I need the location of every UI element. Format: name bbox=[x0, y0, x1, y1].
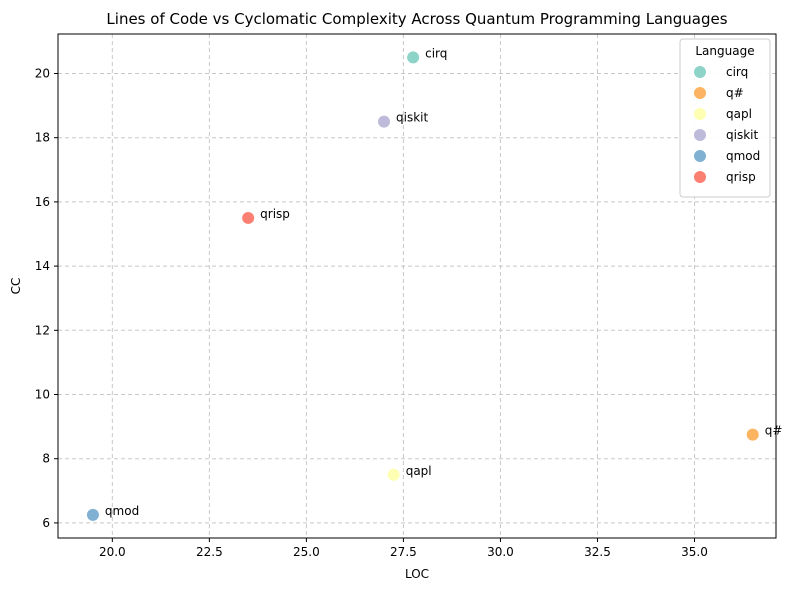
data-label-qiskit: qiskit bbox=[396, 111, 428, 125]
legend-marker-qapl bbox=[694, 108, 706, 120]
legend-entry-qiskit: qiskit bbox=[726, 128, 758, 142]
y-tick-label: 12 bbox=[35, 323, 50, 337]
legend-marker-qiskit bbox=[694, 129, 706, 141]
axis-ticks: 20.0 22.5 25.0 27.5 30.0 32.5 35.0 6 8 10 12 14 16 18… bbox=[35, 66, 708, 559]
data-label-qmod: qmod bbox=[105, 504, 139, 518]
grid bbox=[58, 34, 776, 538]
data-point-qrisp bbox=[242, 211, 255, 224]
data-label-q#: q# bbox=[765, 424, 783, 438]
y-tick-label: 8 bbox=[42, 452, 50, 466]
x-tick-label: 35.0 bbox=[681, 545, 708, 559]
legend-entry-q#: q# bbox=[726, 86, 744, 100]
legend-marker-qmod bbox=[694, 150, 706, 162]
x-tick-label: 32.5 bbox=[584, 545, 611, 559]
data-points: cirq q# qapl qiskit qmod qrisp bbox=[86, 46, 783, 521]
legend-entry-cirq: cirq bbox=[726, 65, 748, 79]
data-label-qapl: qapl bbox=[406, 464, 432, 478]
y-tick-label: 18 bbox=[35, 131, 50, 145]
legend-entry-qrisp: qrisp bbox=[726, 170, 756, 184]
x-tick-label: 25.0 bbox=[293, 545, 320, 559]
data-label-qrisp: qrisp bbox=[260, 207, 290, 221]
data-point-cirq bbox=[407, 51, 420, 64]
x-tick-label: 20.0 bbox=[99, 545, 126, 559]
y-tick-label: 10 bbox=[35, 388, 50, 402]
x-tick-label: 22.5 bbox=[196, 545, 223, 559]
plot-frame bbox=[57, 33, 777, 539]
data-point-qiskit bbox=[378, 115, 391, 128]
data-label-cirq: cirq bbox=[425, 46, 447, 60]
y-tick-label: 20 bbox=[35, 66, 50, 80]
y-axis-label: CC bbox=[9, 278, 23, 295]
x-tick-label: 30.0 bbox=[487, 545, 514, 559]
legend-marker-q# bbox=[694, 87, 706, 99]
y-tick-label: 14 bbox=[35, 259, 50, 273]
x-tick-label: 27.5 bbox=[390, 545, 417, 559]
legend-entry-qmod: qmod bbox=[726, 149, 760, 163]
legend-marker-qrisp bbox=[694, 171, 706, 183]
data-point-qmod bbox=[86, 508, 99, 521]
legend-box bbox=[679, 38, 771, 198]
data-point-qapl bbox=[387, 468, 400, 481]
chart-title: Lines of Code vs Cyclomatic Complexity A… bbox=[106, 10, 727, 28]
data-point-q# bbox=[746, 428, 759, 441]
y-tick-label: 6 bbox=[42, 516, 50, 530]
legend-entry-qapl: qapl bbox=[726, 107, 752, 121]
legend-marker-cirq bbox=[694, 66, 706, 78]
legend: Language cirq q# qapl qiskit qmod qrisp bbox=[679, 38, 771, 198]
legend-title: Language bbox=[695, 44, 754, 58]
x-axis-label: LOC bbox=[405, 567, 429, 581]
y-tick-label: 16 bbox=[35, 195, 50, 209]
